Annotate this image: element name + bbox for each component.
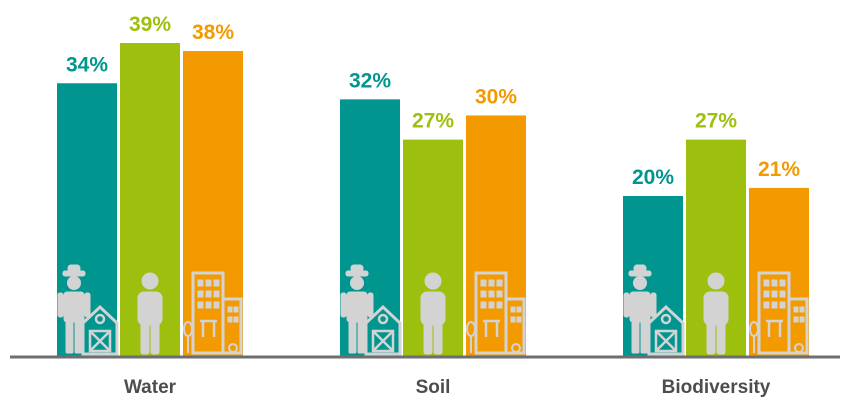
category-labels-layer: Water Soil Biodiversity — [124, 377, 771, 398]
value-labels-layer: 34% 39% 38% 32% 27% 30% 20% 27% 21% — [66, 13, 800, 189]
category-label-water: Water — [124, 377, 177, 398]
value-label-biodiversity-2: 27% — [695, 110, 737, 133]
value-label-water-2: 39% — [129, 13, 171, 36]
category-label-soil: Soil — [416, 377, 451, 398]
value-label-soil-1: 32% — [349, 69, 391, 92]
value-label-biodiversity-1: 20% — [632, 166, 674, 189]
value-label-biodiversity-3: 21% — [758, 158, 800, 181]
value-label-soil-3: 30% — [475, 85, 517, 108]
value-label-water-1: 34% — [66, 53, 108, 76]
value-label-soil-2: 27% — [412, 110, 454, 133]
category-label-biodiversity: Biodiversity — [662, 377, 771, 398]
value-label-water-3: 38% — [192, 21, 234, 44]
